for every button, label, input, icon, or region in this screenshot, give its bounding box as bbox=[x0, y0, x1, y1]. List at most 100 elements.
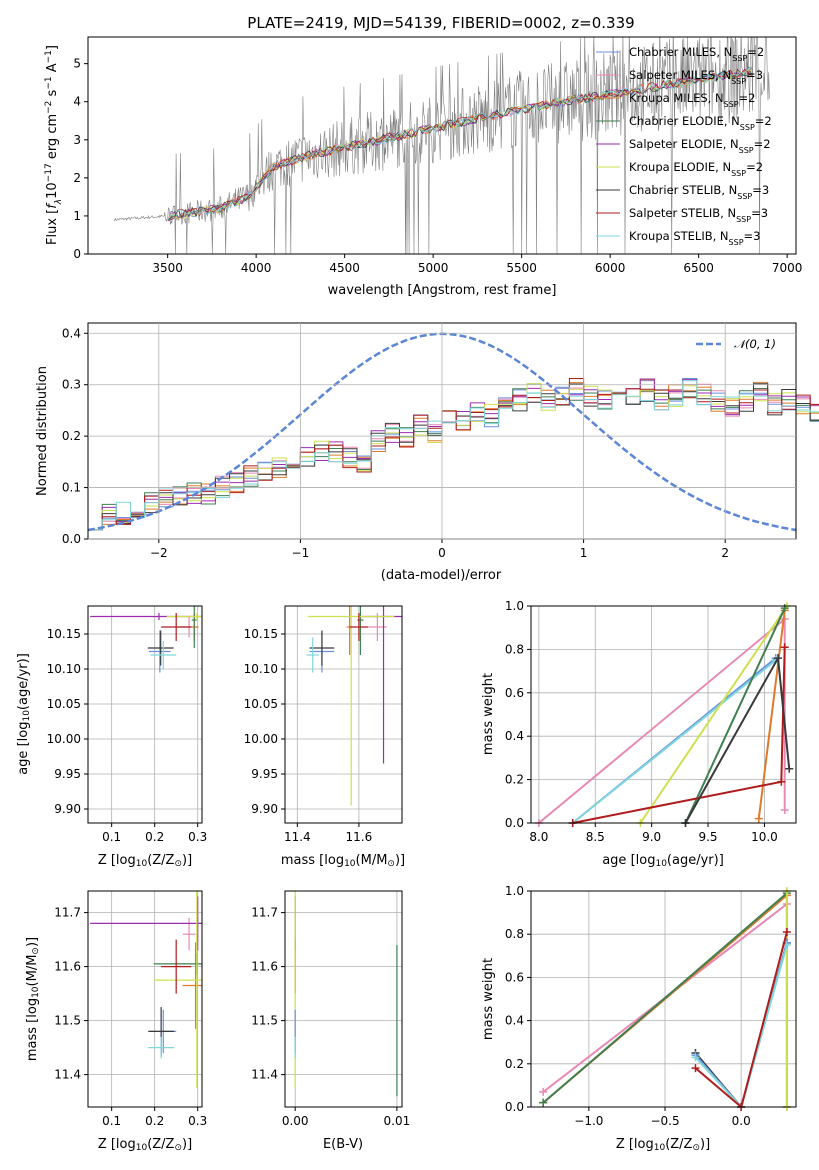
model-spectrum-kroupa_stelib bbox=[167, 68, 752, 221]
spectrum-ylabel: Flux [fλ10−17 erg cm−2 s−1 A−1] bbox=[44, 45, 64, 245]
weight-marker-kroupa_stelib bbox=[691, 1053, 700, 1062]
x-tick-label: −0.5 bbox=[650, 1114, 679, 1128]
y-tick-label: 5 bbox=[73, 57, 81, 71]
legend-entry-kroupa_miles: Kroupa MILES, NSSP=2 bbox=[629, 91, 755, 109]
legend-value: =2 bbox=[747, 45, 764, 59]
label-part: 10 bbox=[136, 859, 148, 869]
y-tick-label: 0 bbox=[73, 247, 81, 261]
y-tick-label: 0.2 bbox=[62, 429, 81, 443]
legend-value: =3 bbox=[744, 229, 761, 243]
legend-value: =3 bbox=[752, 183, 769, 197]
label-part: (M/M bbox=[25, 955, 40, 987]
ylabel-part: A bbox=[45, 63, 60, 76]
legend-text: Salpeter MILES, N bbox=[629, 68, 731, 82]
legend-entry-kroupa_elodie: Kroupa ELODIE, NSSP=2 bbox=[629, 160, 763, 178]
y-tick-label: 9.95 bbox=[54, 767, 81, 781]
label-part: 10 bbox=[136, 1143, 148, 1153]
x-tick-label: 9.0 bbox=[642, 830, 661, 844]
x-tick-label: 4000 bbox=[241, 261, 272, 275]
legend-entry-kroupa_stelib: Kroupa STELIB, NSSP=3 bbox=[629, 229, 760, 247]
weight-marker-salpeter_miles bbox=[539, 1087, 548, 1096]
model-spectrum-chabrier_stelib bbox=[167, 68, 753, 221]
legend-text: Chabrier MILES, N bbox=[629, 45, 732, 59]
axes-frame bbox=[284, 890, 403, 1108]
age-vs-mass-panel: 11.4 11.6 9.90 9.95 10.00 10.05 10.10 10.15 mass… bbox=[244, 605, 405, 869]
x-tick-label: 0.3 bbox=[188, 1114, 207, 1128]
y-tick-label: 0.0 bbox=[505, 1100, 524, 1114]
weight-marker-salpeter_stelib bbox=[777, 777, 786, 786]
x-tick-label: −1.0 bbox=[574, 1114, 603, 1128]
mass-z-ylabel: mass [log10(M/M⊙)] bbox=[25, 937, 41, 1061]
x-tick-label: 3500 bbox=[152, 261, 183, 275]
legend-entry-chabrier_stelib: Chabrier STELIB, NSSP=3 bbox=[629, 183, 769, 201]
label-part: 10 bbox=[654, 1143, 666, 1153]
y-tick-label: 3 bbox=[73, 133, 81, 147]
legend-value: =3 bbox=[746, 68, 763, 82]
y-tick-label: 9.95 bbox=[251, 767, 278, 781]
weight-line-chabrier_elodie bbox=[684, 607, 786, 824]
weight-marker-chabrier_elodie bbox=[539, 1098, 548, 1107]
y-tick-label: 1 bbox=[73, 209, 81, 223]
weight-marker-salpeter_miles bbox=[780, 805, 789, 814]
ylabel-part: erg cm bbox=[45, 114, 60, 163]
histogram-chabrier_elodie bbox=[88, 388, 819, 531]
legend-sub: SSP bbox=[732, 54, 747, 63]
legend-sub: SSP bbox=[737, 192, 752, 201]
y-tick-label: 10.05 bbox=[244, 697, 278, 711]
y-tick-label: 11.6 bbox=[54, 960, 81, 974]
x-tick-label: 0.2 bbox=[145, 830, 164, 844]
legend-sub: SSP bbox=[731, 77, 746, 86]
x-tick-label: 6500 bbox=[683, 261, 714, 275]
y-tick-label: 1.0 bbox=[505, 884, 524, 898]
x-tick-label: 0.3 bbox=[188, 830, 207, 844]
y-tick-label: 11.4 bbox=[251, 1068, 278, 1082]
legend-sub: SSP bbox=[724, 100, 739, 109]
age-z-xlabel: Z [log10(Z/Z⊙)] bbox=[98, 853, 192, 869]
label-part: ⊙ bbox=[174, 1143, 182, 1153]
normal-legend-label: 𝒩(0, 1) bbox=[734, 337, 776, 351]
weight-vs-age-panel: 8.0 8.5 9.0 9.5 10.0 0.0 0.2 0.4 0.6 0.8 1.0 age [l… bbox=[481, 599, 797, 869]
ylabel-part: λ bbox=[54, 199, 64, 205]
label-part: (age/yr)] bbox=[16, 653, 31, 710]
y-tick-label: 2 bbox=[73, 171, 81, 185]
label-part: (Z/Z bbox=[147, 1137, 174, 1152]
weight-line-kroupa_stelib bbox=[572, 659, 777, 824]
x-tick-label: 11.6 bbox=[346, 830, 373, 844]
y-tick-label: 11.5 bbox=[54, 1014, 81, 1028]
label-part: mass [log bbox=[25, 998, 40, 1061]
label-part: 10 bbox=[22, 710, 32, 722]
legend-entry-chabrier_miles: Chabrier MILES, NSSP=2 bbox=[629, 45, 764, 63]
x-tick-label: 0.1 bbox=[102, 830, 121, 844]
label-part: )] bbox=[395, 853, 405, 868]
x-tick-label: 5000 bbox=[418, 261, 449, 275]
weight-marker-chabrier_stelib bbox=[773, 654, 782, 663]
ylabel-part: −1 bbox=[44, 50, 54, 63]
y-tick-label: 11.4 bbox=[54, 1068, 81, 1082]
legend-sub: SSP bbox=[739, 146, 754, 155]
spectrum-panel: 3500 4000 4500 5000 5500 6000 6500 7000 0 1 2 3 4 5 w… bbox=[44, 36, 802, 298]
x-tick-label: 0.00 bbox=[282, 1114, 309, 1128]
y-tick-label: 10.15 bbox=[47, 627, 81, 641]
age-mass-xlabel: mass [log10(M/M⊙)] bbox=[281, 853, 405, 869]
ylabel-part: ] bbox=[45, 45, 60, 50]
label-part: 10 bbox=[655, 859, 667, 869]
mass-vs-ebv-panel: 0.00 0.01 11.4 11.5 11.6 11.7 E(B-V) bbox=[251, 890, 410, 1152]
label-part: ⊙ bbox=[692, 1143, 700, 1153]
y-tick-label: 0.4 bbox=[62, 326, 81, 340]
model-spectrum-salpeter_elodie bbox=[167, 67, 753, 221]
legend-value: =2 bbox=[746, 160, 763, 174]
label-part: (M/M bbox=[356, 853, 388, 868]
label-part: Z [log bbox=[616, 1137, 654, 1152]
x-tick-label: 0 bbox=[438, 546, 446, 560]
y-tick-label: 0.3 bbox=[62, 378, 81, 392]
x-tick-label: −2 bbox=[150, 546, 168, 560]
y-tick-label: 0.4 bbox=[505, 729, 524, 743]
legend-value: =2 bbox=[755, 114, 772, 128]
legend-entry-salpeter_elodie: Salpeter ELODIE, NSSP=2 bbox=[629, 137, 771, 155]
weight-marker-kroupa_miles bbox=[754, 814, 763, 823]
legend-value: =2 bbox=[739, 91, 756, 105]
label-part: (age/yr)] bbox=[667, 853, 724, 868]
histogram-xlabel: (data-model)/error bbox=[381, 568, 502, 583]
x-tick-label: 8.0 bbox=[529, 830, 548, 844]
